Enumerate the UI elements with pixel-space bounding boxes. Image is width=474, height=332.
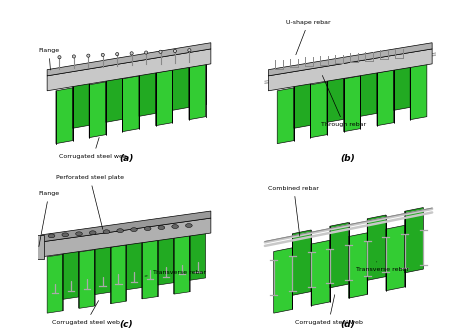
Polygon shape bbox=[327, 66, 344, 122]
Polygon shape bbox=[95, 236, 110, 294]
Ellipse shape bbox=[48, 234, 55, 238]
Circle shape bbox=[87, 54, 90, 57]
Polygon shape bbox=[110, 245, 127, 304]
Polygon shape bbox=[348, 233, 367, 298]
Polygon shape bbox=[127, 231, 142, 290]
Polygon shape bbox=[294, 72, 310, 128]
Polygon shape bbox=[344, 76, 360, 132]
Text: Transverse rebar: Transverse rebar bbox=[145, 270, 206, 276]
Polygon shape bbox=[360, 60, 377, 116]
Text: Flange: Flange bbox=[38, 191, 59, 247]
Text: (a): (a) bbox=[119, 154, 134, 163]
Text: Perforated steel plate: Perforated steel plate bbox=[56, 175, 124, 229]
Circle shape bbox=[130, 52, 133, 55]
Text: (b): (b) bbox=[340, 154, 355, 163]
Circle shape bbox=[145, 51, 148, 54]
Polygon shape bbox=[386, 225, 405, 291]
Ellipse shape bbox=[144, 227, 151, 230]
Polygon shape bbox=[122, 76, 139, 132]
Text: Transverse rebar: Transverse rebar bbox=[356, 262, 410, 272]
Polygon shape bbox=[158, 226, 174, 285]
Ellipse shape bbox=[90, 231, 96, 235]
Polygon shape bbox=[377, 70, 393, 125]
Polygon shape bbox=[410, 64, 427, 120]
Polygon shape bbox=[47, 43, 211, 76]
Polygon shape bbox=[330, 222, 348, 288]
Polygon shape bbox=[106, 66, 122, 122]
Polygon shape bbox=[73, 72, 89, 128]
Polygon shape bbox=[393, 54, 410, 110]
Ellipse shape bbox=[158, 226, 165, 229]
Ellipse shape bbox=[76, 232, 82, 236]
Text: (d): (d) bbox=[340, 320, 355, 329]
Polygon shape bbox=[63, 241, 79, 299]
Polygon shape bbox=[189, 64, 206, 120]
Circle shape bbox=[159, 50, 162, 53]
Polygon shape bbox=[173, 54, 189, 110]
Text: (c): (c) bbox=[119, 320, 133, 329]
Polygon shape bbox=[89, 82, 106, 138]
Ellipse shape bbox=[62, 233, 69, 237]
Circle shape bbox=[101, 53, 104, 56]
Circle shape bbox=[116, 52, 119, 56]
Text: Through rebar: Through rebar bbox=[321, 75, 366, 127]
Polygon shape bbox=[56, 88, 73, 144]
Polygon shape bbox=[174, 235, 190, 294]
Ellipse shape bbox=[103, 230, 110, 234]
Circle shape bbox=[188, 48, 191, 52]
Text: Corrugated steel web: Corrugated steel web bbox=[53, 300, 120, 325]
Ellipse shape bbox=[117, 229, 124, 233]
Text: Combined rebar: Combined rebar bbox=[268, 186, 319, 236]
Polygon shape bbox=[42, 211, 211, 242]
Text: U-shape rebar: U-shape rebar bbox=[286, 20, 331, 55]
Text: Flange: Flange bbox=[38, 48, 59, 70]
Polygon shape bbox=[42, 218, 211, 257]
Ellipse shape bbox=[130, 228, 137, 232]
Polygon shape bbox=[277, 88, 294, 144]
Polygon shape bbox=[190, 221, 206, 280]
Polygon shape bbox=[139, 60, 155, 116]
Text: Corrugated steel web: Corrugated steel web bbox=[59, 137, 128, 159]
Polygon shape bbox=[155, 70, 173, 125]
Circle shape bbox=[173, 49, 176, 52]
Ellipse shape bbox=[185, 223, 192, 227]
Polygon shape bbox=[292, 230, 311, 295]
Polygon shape bbox=[367, 215, 386, 280]
Polygon shape bbox=[268, 43, 432, 76]
Circle shape bbox=[58, 56, 61, 59]
Polygon shape bbox=[311, 240, 330, 306]
Polygon shape bbox=[405, 208, 423, 273]
Polygon shape bbox=[310, 82, 327, 138]
Circle shape bbox=[73, 55, 75, 58]
Text: Corrugated steel web: Corrugated steel web bbox=[295, 295, 363, 325]
Polygon shape bbox=[273, 248, 292, 313]
Polygon shape bbox=[79, 250, 95, 308]
Polygon shape bbox=[35, 235, 44, 259]
Polygon shape bbox=[47, 49, 211, 91]
Ellipse shape bbox=[172, 225, 179, 228]
Polygon shape bbox=[47, 254, 63, 313]
Polygon shape bbox=[142, 240, 158, 299]
Polygon shape bbox=[268, 49, 432, 91]
